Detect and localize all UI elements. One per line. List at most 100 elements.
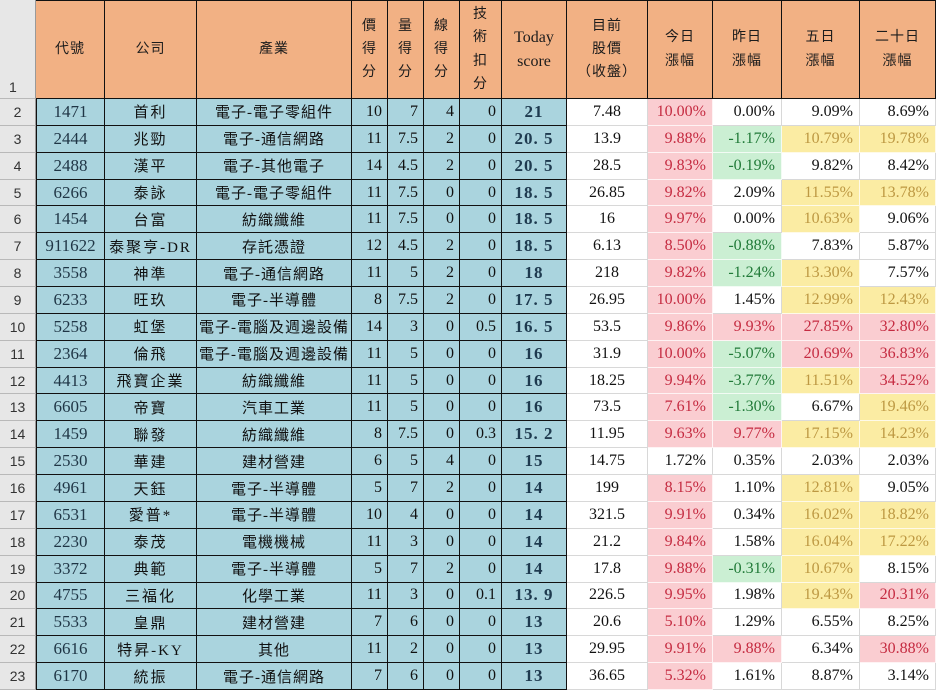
cell-five-day-change[interactable]: 27.85% <box>782 313 860 341</box>
cell-twenty-day-change[interactable]: 18.82% <box>860 501 936 529</box>
cell-code[interactable]: 1471 <box>36 99 105 126</box>
cell-tech-deduction[interactable]: 0 <box>460 394 502 422</box>
cell-today-change[interactable]: 9.91% <box>648 501 713 529</box>
cell-price[interactable]: 18.25 <box>567 367 648 395</box>
cell-price-score[interactable]: 11 <box>352 125 388 153</box>
cell-industry[interactable]: 電子-半導體 <box>197 501 352 529</box>
cell-industry[interactable]: 紡織纖維 <box>197 367 352 395</box>
header-cell-code[interactable]: 代號 <box>36 0 105 99</box>
cell-industry[interactable]: 電子-通信網路 <box>197 125 352 153</box>
cell-volume-score[interactable]: 4.5 <box>388 152 424 180</box>
cell-five-day-change[interactable]: 16.02% <box>782 501 860 529</box>
cell-five-day-change[interactable]: 6.55% <box>782 609 860 637</box>
header-cell-price[interactable]: 目前 股價 （收盤） <box>567 0 648 99</box>
cell-today-change[interactable]: 8.50% <box>648 233 713 261</box>
cell-today-change[interactable]: 10.00% <box>648 99 713 126</box>
cell-twenty-day-change[interactable]: 12.43% <box>860 287 936 314</box>
cell-industry[interactable]: 存託憑證 <box>197 233 352 261</box>
cell-tech-deduction[interactable]: 0 <box>460 99 502 126</box>
cell-code[interactable]: 2230 <box>36 528 105 556</box>
cell-code[interactable]: 4961 <box>36 475 105 502</box>
cell-today-score[interactable]: 13. 9 <box>502 582 567 610</box>
cell-yesterday-change[interactable]: 1.10% <box>713 475 782 502</box>
cell-line-score[interactable]: 0 <box>424 582 460 610</box>
cell-five-day-change[interactable]: 12.99% <box>782 287 860 314</box>
cell-today-score[interactable]: 14 <box>502 475 567 502</box>
cell-today-change[interactable]: 8.15% <box>648 475 713 502</box>
cell-price-score[interactable]: 10 <box>352 501 388 529</box>
cell-tech-deduction[interactable]: 0 <box>460 528 502 556</box>
cell-price-score[interactable]: 7 <box>352 609 388 637</box>
cell-today-change[interactable]: 10.00% <box>648 287 713 314</box>
cell-yesterday-change[interactable]: -3.77% <box>713 367 782 395</box>
cell-code[interactable]: 6170 <box>36 663 105 690</box>
cell-five-day-change[interactable]: 12.81% <box>782 475 860 502</box>
cell-yesterday-change[interactable]: 2.09% <box>713 179 782 207</box>
cell-five-day-change[interactable]: 2.03% <box>782 448 860 476</box>
cell-volume-score[interactable]: 4.5 <box>388 233 424 261</box>
cell-industry[interactable]: 汽車工業 <box>197 394 352 422</box>
cell-price-score[interactable]: 14 <box>352 152 388 180</box>
row-number[interactable]: 15 <box>0 448 36 476</box>
cell-today-change[interactable]: 9.91% <box>648 636 713 664</box>
cell-price[interactable]: 13.9 <box>567 125 648 153</box>
cell-five-day-change[interactable]: 11.51% <box>782 367 860 395</box>
cell-five-day-change[interactable]: 10.79% <box>782 125 860 153</box>
cell-price[interactable]: 14.75 <box>567 448 648 476</box>
cell-tech-deduction[interactable]: 0 <box>460 260 502 288</box>
cell-five-day-change[interactable]: 10.63% <box>782 206 860 234</box>
cell-volume-score[interactable]: 7.5 <box>388 287 424 314</box>
cell-company[interactable]: 天鈺 <box>105 475 197 502</box>
cell-industry[interactable]: 電子-半導體 <box>197 555 352 583</box>
cell-today-change[interactable]: 9.88% <box>648 125 713 153</box>
cell-industry[interactable]: 電子-電腦及週邊設備 <box>197 340 352 368</box>
cell-tech-deduction[interactable]: 0 <box>460 367 502 395</box>
cell-company[interactable]: 聯發 <box>105 421 197 449</box>
cell-yesterday-change[interactable]: 1.29% <box>713 609 782 637</box>
cell-twenty-day-change[interactable]: 5.87% <box>860 233 936 261</box>
cell-price[interactable]: 28.5 <box>567 152 648 180</box>
cell-today-score[interactable]: 14 <box>502 501 567 529</box>
cell-volume-score[interactable]: 7.5 <box>388 206 424 234</box>
row-number[interactable]: 8 <box>0 260 36 288</box>
cell-line-score[interactable]: 2 <box>424 260 460 288</box>
cell-code[interactable]: 5533 <box>36 609 105 637</box>
cell-company[interactable]: 泰詠 <box>105 179 197 207</box>
cell-volume-score[interactable]: 3 <box>388 313 424 341</box>
row-number[interactable]: 12 <box>0 367 36 395</box>
row-number[interactable]: 13 <box>0 394 36 422</box>
header-cell-tech_deduction[interactable]: 技術扣分 <box>460 0 502 99</box>
cell-tech-deduction[interactable]: 0 <box>460 636 502 664</box>
cell-company[interactable]: 統振 <box>105 663 197 690</box>
cell-industry[interactable]: 電子-半導體 <box>197 287 352 314</box>
cell-price-score[interactable]: 11 <box>352 582 388 610</box>
cell-volume-score[interactable]: 6 <box>388 609 424 637</box>
cell-tech-deduction[interactable]: 0 <box>460 287 502 314</box>
row-number[interactable]: 7 <box>0 233 36 261</box>
row-number[interactable]: 11 <box>0 340 36 368</box>
cell-line-score[interactable]: 0 <box>424 421 460 449</box>
cell-price-score[interactable]: 5 <box>352 555 388 583</box>
cell-twenty-day-change[interactable]: 13.78% <box>860 179 936 207</box>
cell-today-score[interactable]: 21 <box>502 99 567 126</box>
cell-code[interactable]: 6616 <box>36 636 105 664</box>
cell-line-score[interactable]: 0 <box>424 179 460 207</box>
cell-price[interactable]: 21.2 <box>567 528 648 556</box>
cell-code[interactable]: 6605 <box>36 394 105 422</box>
cell-today-score[interactable]: 14 <box>502 528 567 556</box>
cell-tech-deduction[interactable]: 0 <box>460 609 502 637</box>
cell-twenty-day-change[interactable]: 9.05% <box>860 475 936 502</box>
cell-today-change[interactable]: 9.84% <box>648 528 713 556</box>
cell-line-score[interactable]: 2 <box>424 152 460 180</box>
cell-tech-deduction[interactable]: 0 <box>460 340 502 368</box>
cell-twenty-day-change[interactable]: 36.83% <box>860 340 936 368</box>
cell-company[interactable]: 典範 <box>105 555 197 583</box>
cell-company[interactable]: 華建 <box>105 448 197 476</box>
row-number[interactable]: 1 <box>0 0 36 99</box>
cell-code[interactable]: 3558 <box>36 260 105 288</box>
cell-industry[interactable]: 建材營建 <box>197 609 352 637</box>
cell-price[interactable]: 11.95 <box>567 421 648 449</box>
cell-today-score[interactable]: 17. 5 <box>502 287 567 314</box>
cell-company[interactable]: 特昇-KY <box>105 636 197 664</box>
cell-today-change[interactable]: 5.10% <box>648 609 713 637</box>
